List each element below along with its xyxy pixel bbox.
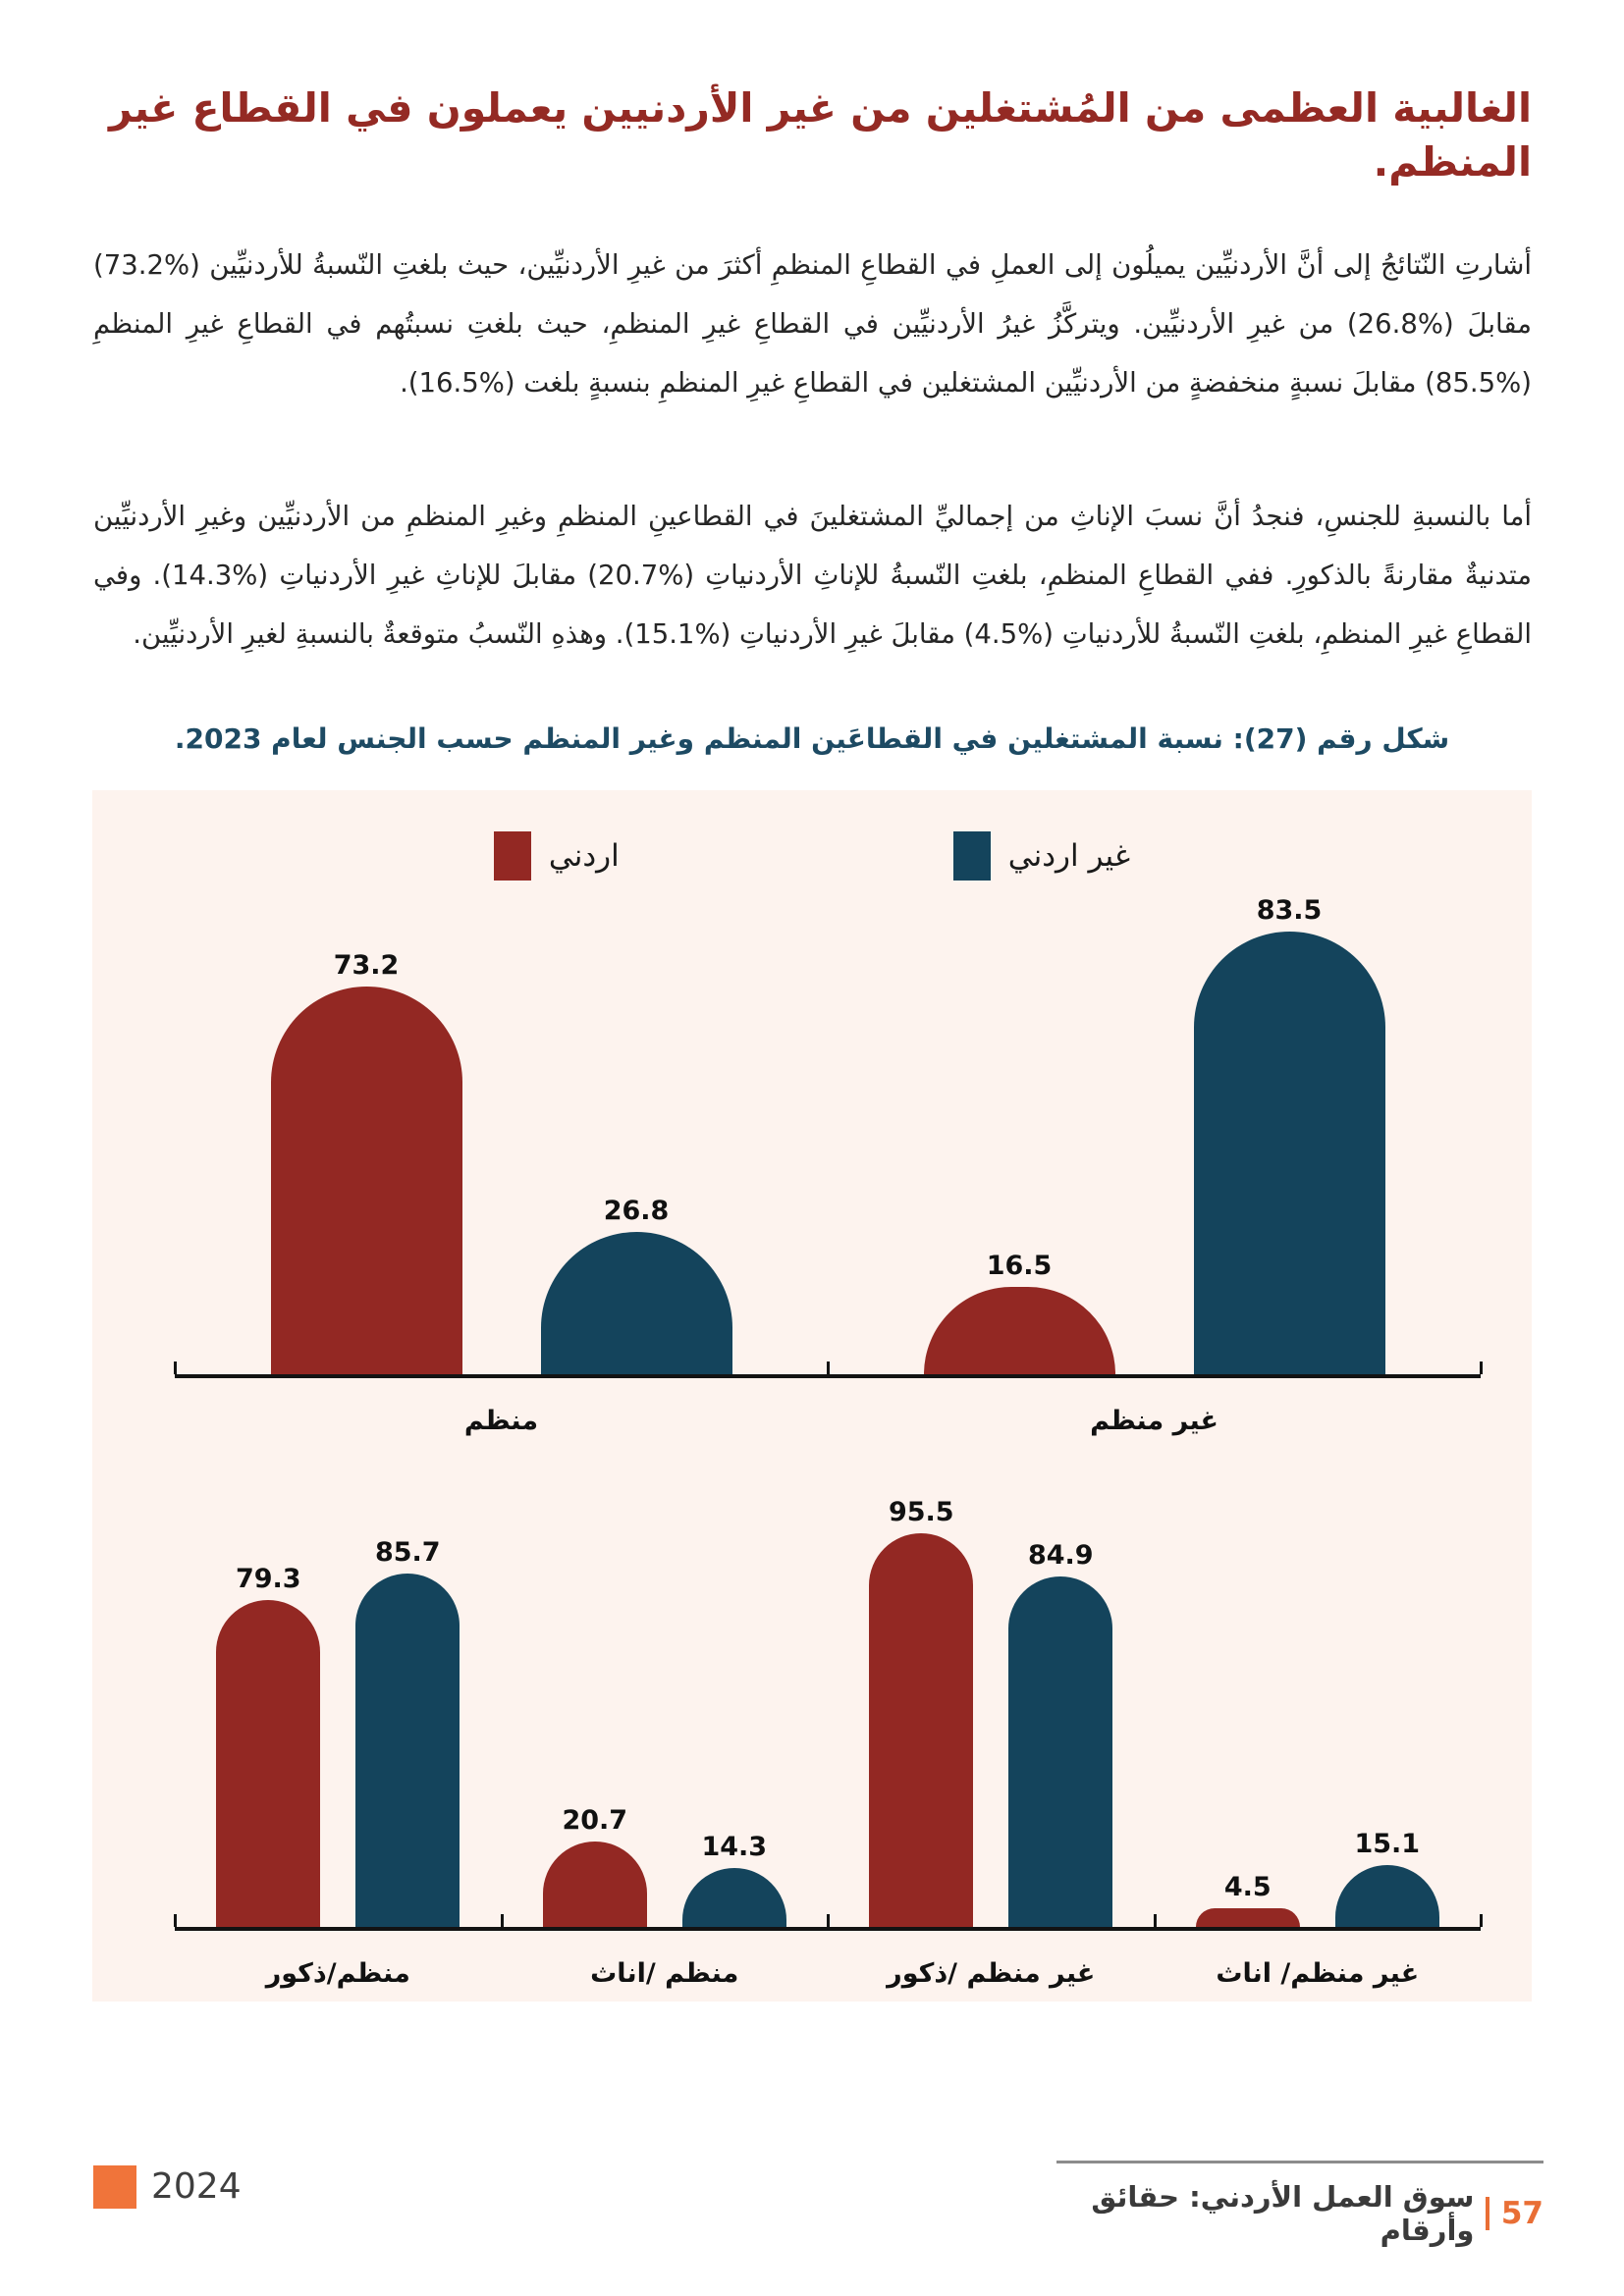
bar-column: 73.2	[270, 950, 462, 1374]
bar-value-label: 84.9	[1027, 1540, 1094, 1571]
axis-tick	[827, 1362, 830, 1374]
bar-column: 20.7	[542, 1805, 647, 1927]
footer-year: 2024	[151, 2166, 242, 2207]
footer-separator	[1486, 2197, 1489, 2230]
axis-tick	[827, 1914, 830, 1927]
bar-column: 85.7	[355, 1537, 460, 1927]
bar-column: 26.8	[540, 1196, 732, 1374]
bar-group: 95.5 84.9	[828, 1497, 1155, 1927]
bar-chart-by-sector-and-sex: 79.3 85.7 20.7 14.3 95.5 84.9 4.5 15.1 منظم/ذكو…	[174, 1497, 1483, 1989]
legend-swatch-non-jordanian	[952, 831, 991, 881]
bar-group: 16.5 83.5	[828, 895, 1481, 1374]
bar-column: 16.5	[923, 1251, 1115, 1374]
bar-column: 95.5	[869, 1497, 974, 1927]
footer-page-number: 57	[1500, 2196, 1543, 2231]
category-label: منظم/ذكور	[265, 1958, 410, 1989]
bar-غير اردني	[540, 1232, 732, 1374]
bar-غير اردني	[355, 1574, 460, 1927]
axis-tick	[500, 1914, 504, 1927]
paragraph-2: أما بالنسبةِ للجنسِ، فنجدُ أنَّ نسبَ الإ…	[93, 500, 1533, 650]
axis-tick	[174, 1914, 177, 1927]
bar-اردني	[1195, 1908, 1300, 1927]
chart-category-axis: منظم غير منظم	[175, 1378, 1481, 1436]
footer-divider-line	[1056, 2161, 1543, 2163]
bar-group: 79.3 85.7	[175, 1537, 502, 1927]
bar-غير اردني	[1334, 1865, 1439, 1927]
bar-value-label: 4.5	[1223, 1872, 1272, 1902]
footer-doc-title: سوق العمل الأردني: حقائق وأرقام	[1091, 2180, 1475, 2247]
bar-column: 4.5	[1195, 1872, 1300, 1927]
paragraph-1: أشارتِ النّتائجُ إلى أنَّ الأردنيِّين يم…	[93, 248, 1532, 399]
legend-swatch-jordanian	[493, 831, 531, 881]
category-label: منظم	[463, 1406, 539, 1436]
legend-item-non-jordanian: غير اردني	[952, 831, 1131, 881]
bar-column: 84.9	[1008, 1540, 1113, 1927]
bar-value-label: 95.5	[888, 1497, 954, 1527]
category-label: منظم /اناث	[590, 1958, 739, 1989]
category-label: غير منظم/ اناث	[1216, 1958, 1420, 1989]
legend-label-non-jordanian: غير اردني	[1007, 838, 1131, 874]
bar-group: 73.2 26.8	[175, 950, 828, 1374]
bar-value-label: 83.5	[1256, 895, 1323, 926]
category-label: غير منظم	[1090, 1406, 1218, 1436]
bar-column: 15.1	[1334, 1829, 1439, 1927]
bar-value-label: 20.7	[562, 1805, 628, 1836]
bar-value-label: 15.1	[1354, 1829, 1421, 1859]
bar-group: 4.5 15.1	[1155, 1829, 1482, 1927]
footer-year-marker	[93, 2165, 136, 2209]
bar-اردني	[270, 987, 462, 1374]
footer-citation: 57 سوق العمل الأردني: حقائق وأرقام	[1056, 2180, 1543, 2247]
bar-اردني	[216, 1600, 321, 1927]
chart-panel: اردني غير اردني 73.2 26.8 16.5 83.5 منظم غير…	[92, 790, 1532, 2002]
legend-item-jordanian: اردني	[493, 831, 620, 881]
chart-legend: اردني غير اردني	[92, 831, 1532, 881]
bar-اردني	[869, 1533, 974, 1927]
bar-column: 79.3	[216, 1564, 321, 1927]
bar-value-label: 26.8	[603, 1196, 670, 1226]
axis-tick	[174, 1362, 177, 1374]
figure-caption: شكل رقم (27): نسبة المشتغلين في القطاعَي…	[174, 722, 1450, 755]
bar-اردني	[923, 1287, 1115, 1374]
chart-plot-area: 79.3 85.7 20.7 14.3 95.5 84.9 4.5 15.1	[174, 1497, 1483, 1931]
legend-label-jordanian: اردني	[548, 838, 620, 874]
category-label: غير منظم /ذكور	[887, 1958, 1096, 1989]
bar-value-label: 73.2	[333, 950, 400, 981]
bar-غير اردني	[1008, 1576, 1113, 1927]
bar-chart-by-sector: 73.2 26.8 16.5 83.5 منظم غير منظم	[174, 895, 1483, 1436]
bar-غير اردني	[681, 1868, 786, 1927]
chart-plot-area: 73.2 26.8 16.5 83.5	[174, 895, 1483, 1378]
bar-value-label: 16.5	[986, 1251, 1053, 1281]
bar-اردني	[542, 1842, 647, 1927]
bar-value-label: 79.3	[235, 1564, 301, 1594]
bar-column: 83.5	[1193, 895, 1385, 1374]
bar-value-label: 14.3	[701, 1832, 768, 1862]
page-title: الغالبية العظمى من المُشتغلين من غير الأ…	[109, 84, 1532, 187]
bar-value-label: 85.7	[374, 1537, 441, 1568]
bar-group: 20.7 14.3	[502, 1805, 829, 1927]
axis-tick	[1153, 1914, 1157, 1927]
axis-tick	[1480, 1362, 1483, 1374]
bar-column: 14.3	[681, 1832, 786, 1927]
bar-غير اردني	[1193, 932, 1385, 1374]
chart-category-axis: منظم/ذكور منظم /اناث غير منظم /ذكور غير منظ…	[175, 1931, 1481, 1989]
axis-tick	[1480, 1914, 1483, 1927]
